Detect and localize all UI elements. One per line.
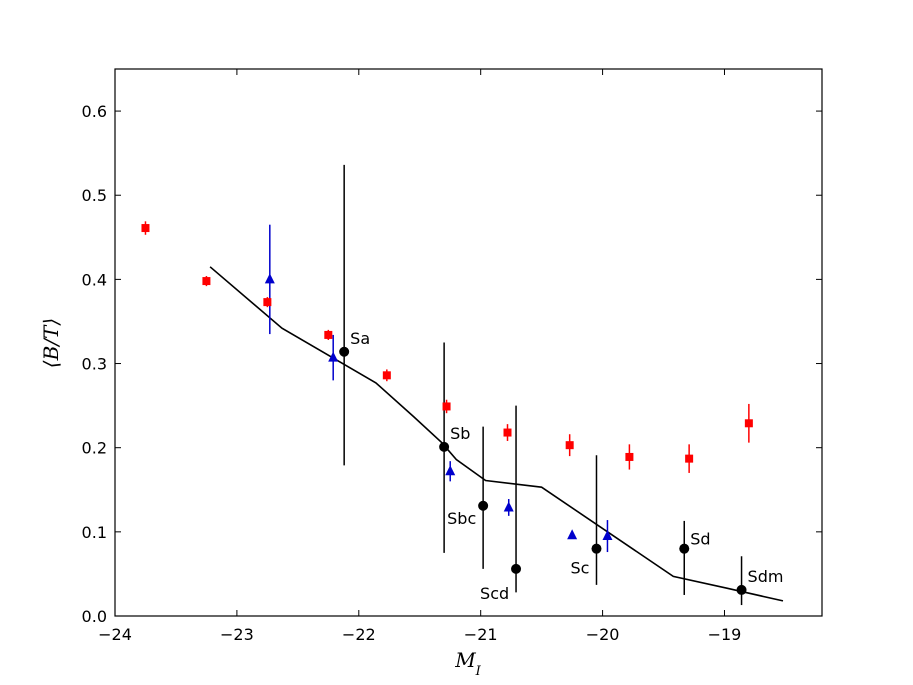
morphology-point [439,441,450,452]
red-square-point [503,428,512,437]
y-tick-label: 0.1 [82,523,107,542]
morphology-label: Sbc [447,509,476,528]
trend-line-group [209,266,784,602]
x-tick-label: −21 [464,625,498,644]
y-tick-label: 0.5 [82,186,107,205]
red-square-point [202,277,211,286]
x-axis-label-main: M [454,648,476,672]
y-tick-label: 0.4 [82,270,107,289]
x-tick-label: −22 [342,625,376,644]
y-tick-label: 0.0 [82,607,107,626]
y-tick-label: 0.2 [82,439,107,458]
ticks-group: −24 −23 −22 −21 −20 −19 0.0 0.1 0.2 0.3 0.4 0.5 0.6 [82,69,822,644]
blue-triangle-point [264,273,275,284]
plot-area [115,69,822,616]
morphology-point [679,543,690,554]
plot-frame [114,68,823,617]
blue-triangle-point [328,351,339,362]
red-square-point [685,454,694,463]
x-axis-label-sub: I [475,664,482,679]
red-square-point [141,224,150,233]
y-axis-label: ⟨B/T⟩ [39,318,63,368]
morphology-point [591,543,602,554]
red-square-point [625,452,634,461]
x-axis-label: MI [454,648,481,679]
blue-triangle-point [602,530,613,541]
x-tick-label: −19 [708,625,742,644]
morphology-label: Sa [350,329,370,348]
y-tick-label: 0.6 [82,102,107,121]
trend-line [209,266,784,602]
red-square-point [382,371,391,380]
morphology-label: Sc [570,559,589,578]
red-square-point [263,298,272,307]
blue-triangle-point [503,501,514,512]
morphology-label: Sb [450,424,470,443]
red-square-point [324,330,333,339]
markers-group [141,224,753,595]
morphology-point [339,346,350,357]
x-tick-label: −20 [586,625,620,644]
red-square-point [744,419,753,428]
blue-triangle-point [567,529,578,540]
morphology-label: Sdm [748,567,784,586]
x-tick-label: −23 [220,625,254,644]
morphology-point [478,500,489,511]
red-square-point [442,402,451,411]
x-tick-label: −24 [98,625,132,644]
morphology-label: Scd [480,584,509,603]
morphology-point [736,584,747,595]
red-square-point [565,441,574,450]
y-tick-label: 0.3 [82,355,107,374]
blue-triangle-point [445,465,456,476]
point-labels-group: Sa Sb Sbc Scd Sc Sd Sdm [350,329,783,603]
morphology-label: Sd [690,530,710,549]
morphology-point [511,563,522,574]
